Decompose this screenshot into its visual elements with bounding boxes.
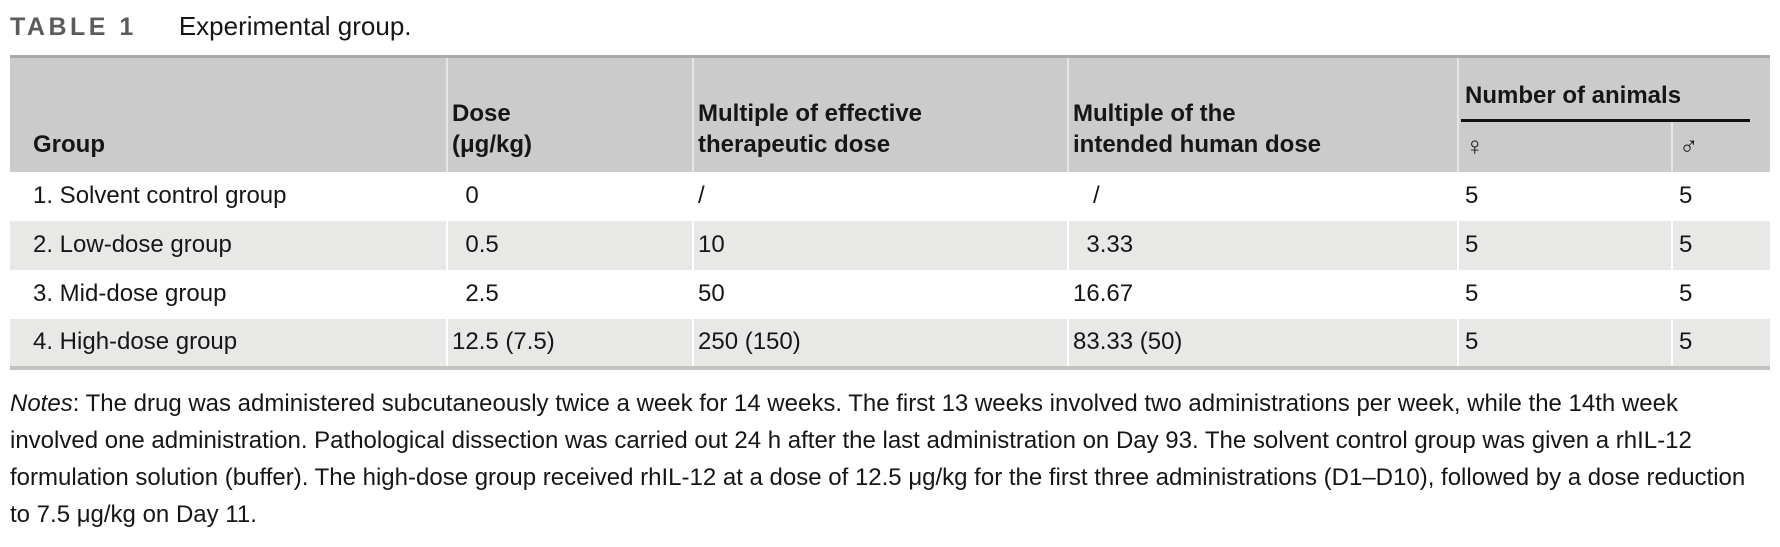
cell-multiple-human: 83.33 (50) [1067,318,1458,368]
table-notes: Notes: The drug was administered subcuta… [10,385,1767,533]
table-header: Group Dose (μg/kg) Multiple of effective… [10,56,1771,172]
cell-group: 1. Solvent control group [33,182,287,209]
notes-label: Notes [10,389,73,417]
experimental-group-table: Group Dose (μg/kg) Multiple of effective… [10,55,1771,370]
cell-multiple-effective: 250 (150) [692,318,1068,368]
table-caption: TABLE 1 Experimental group. [10,11,1780,45]
cell-male-count: 5 [1670,318,1771,368]
cell-dose: 12.5 (7.5) [446,318,693,368]
column-header-multiple-effective: Multiple of effective therapeutic dose [692,56,1068,172]
table-caption-text: Experimental group. [178,11,412,41]
column-header-male: ♂ [1670,121,1771,172]
cell-male-count: 5 [1670,269,1771,319]
table-row: 2. Low-dose group 0.5 10 3.33 5 5 [10,220,1771,270]
column-header-group: Group [10,56,447,172]
table-row: 3. Mid-dose group 2.5 50 16.67 5 5 [10,269,1771,319]
cell-dose: 0 [446,171,693,221]
column-header-dose: Dose (μg/kg) [446,56,693,172]
table-row: 4. High-dose group 12.5 (7.5) 250 (150) … [10,318,1771,368]
cell-group: 3. Mid-dose group [33,280,227,307]
cell-female-count: 5 [1457,171,1672,221]
cell-group: 2. Low-dose group [10,220,447,270]
table-body: 1. Solvent control group 0 / / 5 5 2. Lo… [10,171,1771,368]
cell-female-count: 5 [1457,220,1672,270]
table-row: 1. Solvent control group 0 / / 5 5 [10,171,1771,221]
cell-female-count: 5 [1457,269,1672,319]
table-number-label: TABLE 1 [10,13,137,41]
cell-female-count: 5 [1457,318,1672,368]
animals-underline-rule [1461,118,1751,122]
cell-multiple-human: 16.67 [1067,269,1458,319]
cell-multiple-effective: / [692,171,1068,221]
cell-dose: 2.5 [446,269,693,319]
column-header-number-of-animals: Number of animals [1456,56,1771,122]
column-header-multiple-human: Multiple of the intended human dose [1067,56,1458,172]
cell-multiple-effective: 50 [692,269,1068,319]
cell-multiple-human: / [1067,171,1458,221]
column-header-female: ♀ [1457,121,1672,172]
cell-multiple-human: 3.33 [1067,220,1458,270]
cell-multiple-effective: 10 [692,220,1068,270]
cell-male-count: 5 [1670,220,1771,270]
cell-group: 4. High-dose group [10,318,447,368]
cell-dose: 0.5 [446,220,693,270]
number-of-animals-label: Number of animals [1465,81,1682,109]
notes-text: : The drug was administered subcutaneous… [10,389,1746,528]
cell-male-count: 5 [1670,171,1771,221]
